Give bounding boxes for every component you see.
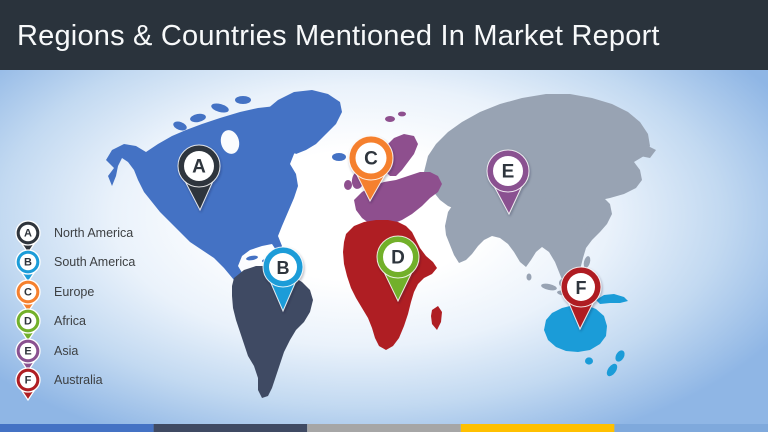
region-north-america <box>106 90 346 304</box>
footer-segment <box>460 424 615 432</box>
svg-text:B: B <box>24 257 32 269</box>
pin-letter-d: D <box>391 248 405 269</box>
legend-pin-icon: A <box>15 220 41 254</box>
legend-item-south-america[interactable]: B South America <box>13 248 136 284</box>
asia-chukotka <box>636 146 656 158</box>
australia-mainland <box>544 305 607 352</box>
north-america-arctic-island <box>173 121 187 131</box>
map-pin-australia[interactable]: F <box>560 266 602 331</box>
pin-inner-disc <box>383 242 413 272</box>
legend-pin-icon: B <box>15 249 41 284</box>
legend-item-label: Australia <box>54 373 103 388</box>
asia-philippines-island <box>583 256 591 268</box>
africa-madagascar-island <box>431 306 442 330</box>
footer-segment <box>307 424 461 432</box>
legend-item-north-america[interactable]: A North America <box>13 218 135 254</box>
legend-item-label: South America <box>54 255 136 270</box>
asia-sumatra-island <box>541 283 557 291</box>
legend-pin-icon: E <box>15 338 41 372</box>
legend-item-label: North America <box>54 225 134 240</box>
footer-segment <box>614 424 768 432</box>
svg-text:D: D <box>24 316 32 328</box>
legend-pin-icon: C <box>15 279 41 313</box>
europe-ireland-island <box>344 180 352 190</box>
map-pin-asia[interactable]: E <box>486 149 530 216</box>
asia-south-landmass <box>445 196 612 286</box>
pin-letter-e: E <box>502 162 515 183</box>
region-asia <box>424 94 656 296</box>
pin-letter-c: C <box>364 149 378 170</box>
region-south-america <box>232 266 313 398</box>
legend-item-africa[interactable]: D Africa <box>13 307 135 343</box>
australia-nz-south-island <box>606 363 618 377</box>
north-america-mainland <box>106 106 316 304</box>
legend-pin-icon: D <box>15 308 41 343</box>
footer-segment <box>153 424 308 432</box>
europe-svalbard-island <box>385 116 395 122</box>
legend-item-label: Asia <box>54 343 79 358</box>
pin-inner-disc <box>184 151 214 181</box>
pin-inner-disc <box>269 253 297 281</box>
svg-text:E: E <box>24 345 31 357</box>
pin-letter-f: F <box>576 278 587 298</box>
asia-sri-lanka-island <box>526 273 532 281</box>
legend-item-label: Europe <box>54 284 95 299</box>
map-pin-south-america[interactable]: B <box>262 246 304 313</box>
legend-item-europe[interactable]: C Europe <box>13 277 135 313</box>
europe-svalbard-island <box>398 111 406 117</box>
pin-letter-a: A <box>192 157 206 178</box>
map-pin-africa[interactable]: D <box>376 235 420 303</box>
south-america-mainland <box>232 266 313 398</box>
pin-letter-b: B <box>277 258 290 278</box>
asia-russia-landmass <box>424 94 650 212</box>
hudson-bay <box>220 130 240 154</box>
legend-item-australia[interactable]: F Australia <box>13 366 135 402</box>
region-australia <box>544 294 628 377</box>
header-bar: Regions & Countries Mentioned In Market … <box>0 0 768 70</box>
pin-inner-disc <box>355 142 387 174</box>
svg-text:A: A <box>24 227 32 239</box>
australia-new-guinea-island <box>596 294 628 304</box>
north-america-greenland <box>260 90 342 154</box>
pin-inner-disc <box>493 156 523 186</box>
svg-text:F: F <box>25 375 32 387</box>
map-pin-north-america[interactable]: A <box>177 144 221 212</box>
asia-kamchatka <box>600 160 618 190</box>
legend-item-label: Africa <box>54 314 86 329</box>
footer-segment <box>0 424 154 432</box>
legend: A North America B South America C Europe <box>13 218 136 402</box>
north-america-arctic-island <box>190 113 206 123</box>
slide-title: Regions & Countries Mentioned In Market … <box>17 20 660 52</box>
north-america-arctic-island <box>235 96 251 104</box>
svg-text:C: C <box>24 286 32 298</box>
australia-tasmania-island <box>585 357 593 365</box>
legend-pin-icon: F <box>15 367 41 402</box>
north-america-cuba-island <box>246 255 258 261</box>
legend-item-asia[interactable]: E Asia <box>13 336 135 372</box>
asia-japan-island <box>572 207 582 221</box>
map-pin-europe[interactable]: C <box>348 135 394 203</box>
footer-color-bar <box>0 424 768 432</box>
asia-japan-island <box>581 222 589 232</box>
australia-nz-north-island <box>615 350 625 362</box>
north-america-iceland <box>332 153 346 161</box>
pin-inner-disc <box>567 273 595 301</box>
north-america-arctic-island <box>211 103 229 113</box>
